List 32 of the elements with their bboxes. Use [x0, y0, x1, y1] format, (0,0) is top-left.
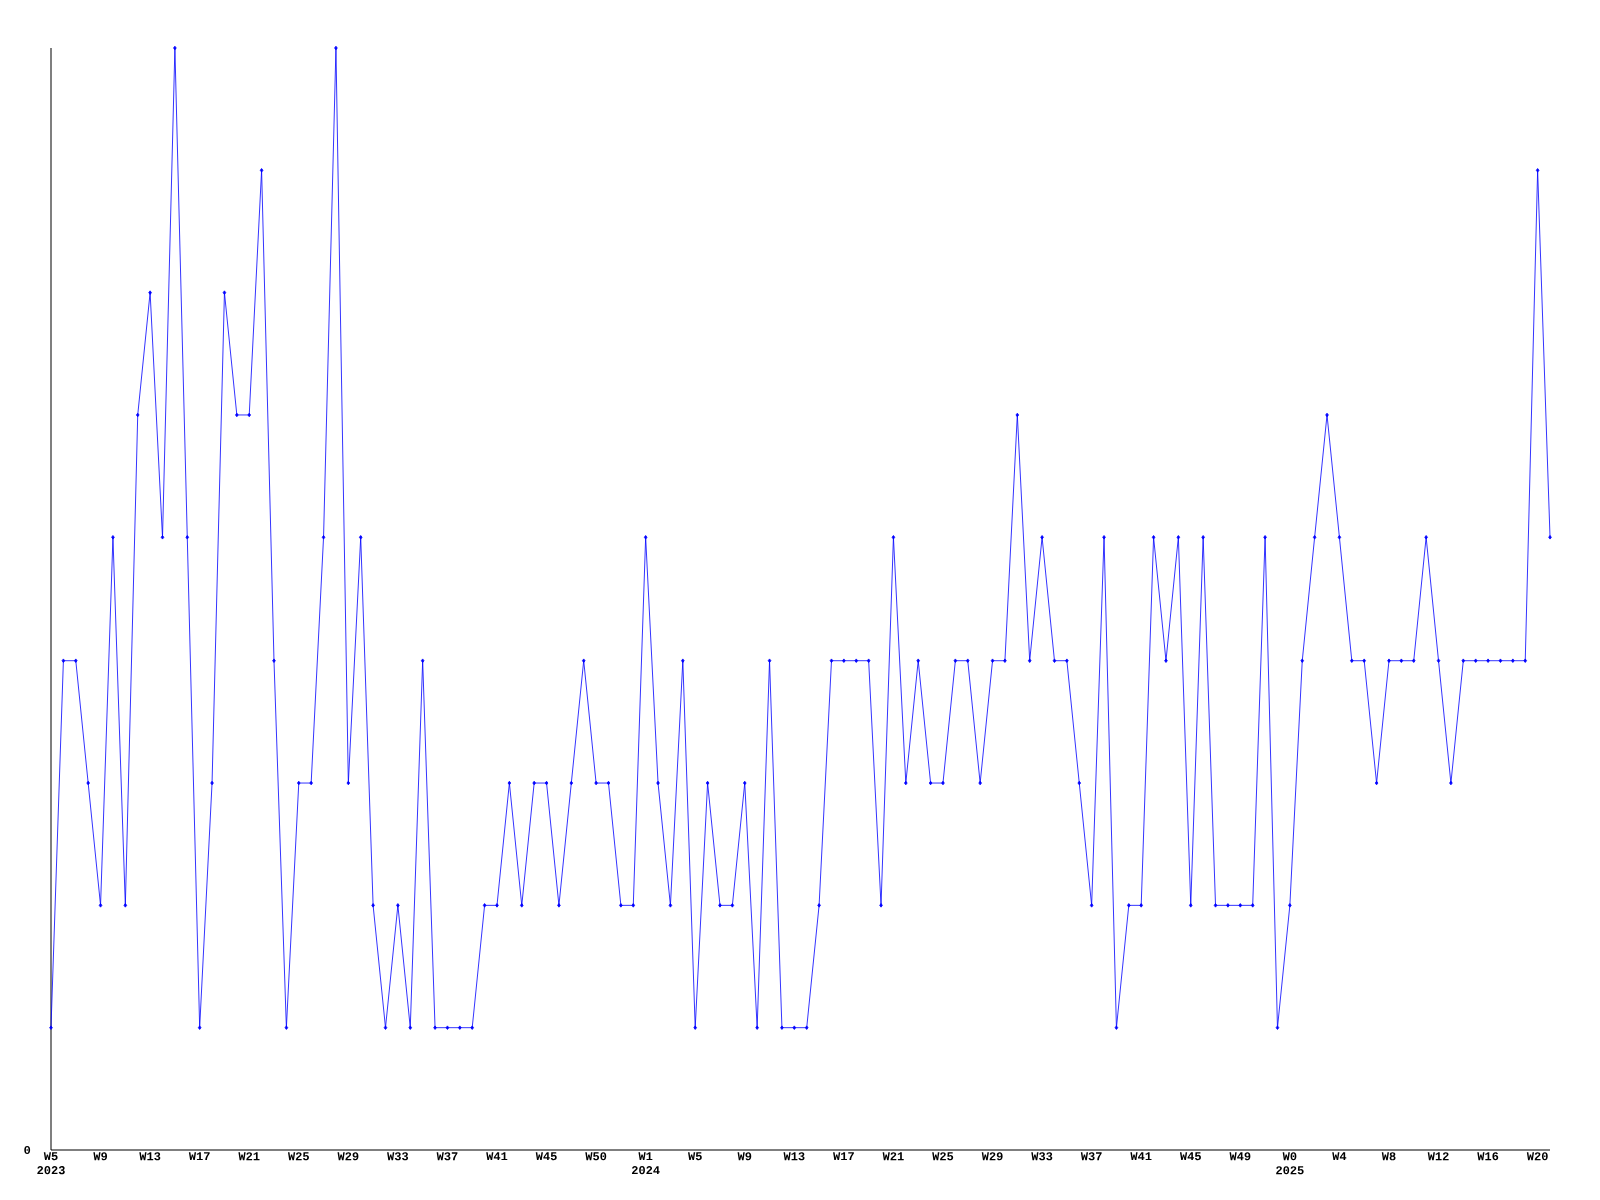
- x-tick-label: W29: [981, 1152, 1003, 1161]
- x-tick-label: W45: [1179, 1152, 1201, 1161]
- x-tick-label: W37: [436, 1152, 458, 1161]
- x-tick-label: W25: [287, 1152, 309, 1161]
- x-tick-label: W33: [1031, 1152, 1053, 1161]
- x-tick-label: W33: [387, 1152, 409, 1161]
- x-tick-label: W1 2024: [631, 1152, 660, 1175]
- x-tick-label: W37: [1080, 1152, 1102, 1161]
- x-tick-label: W21: [882, 1152, 904, 1161]
- x-tick-label: W41: [486, 1152, 508, 1161]
- x-tick-label: W25: [932, 1152, 954, 1161]
- x-tick-label: W17: [188, 1152, 210, 1161]
- x-tick-label: W4: [1332, 1152, 1347, 1161]
- x-tick-label: W50: [585, 1152, 607, 1161]
- x-tick-label: W20: [1526, 1152, 1548, 1161]
- x-tick-label: W9: [737, 1152, 752, 1161]
- x-tick-label: W5 2023: [37, 1152, 65, 1175]
- x-tick-label: W0 2025: [1276, 1152, 1304, 1175]
- x-tick-label: W17: [833, 1152, 854, 1161]
- x-tick-label: W13: [783, 1152, 805, 1161]
- x-tick-label: W49: [1229, 1152, 1251, 1161]
- x-tick-label: W8: [1381, 1152, 1396, 1161]
- x-tick-label: W41: [1130, 1152, 1152, 1161]
- x-tick-label: W12: [1427, 1152, 1449, 1161]
- x-tick-label: W13: [139, 1152, 161, 1161]
- x-tick-label: W29: [337, 1152, 359, 1161]
- x-tick-label: W16: [1477, 1152, 1499, 1161]
- x-tick-label: W9: [93, 1152, 108, 1161]
- x-tick-label: W5: [688, 1152, 702, 1161]
- x-tick-label: W21: [238, 1152, 260, 1161]
- text: 0: [24, 1145, 31, 1155]
- x-tick-label: W45: [535, 1152, 557, 1161]
